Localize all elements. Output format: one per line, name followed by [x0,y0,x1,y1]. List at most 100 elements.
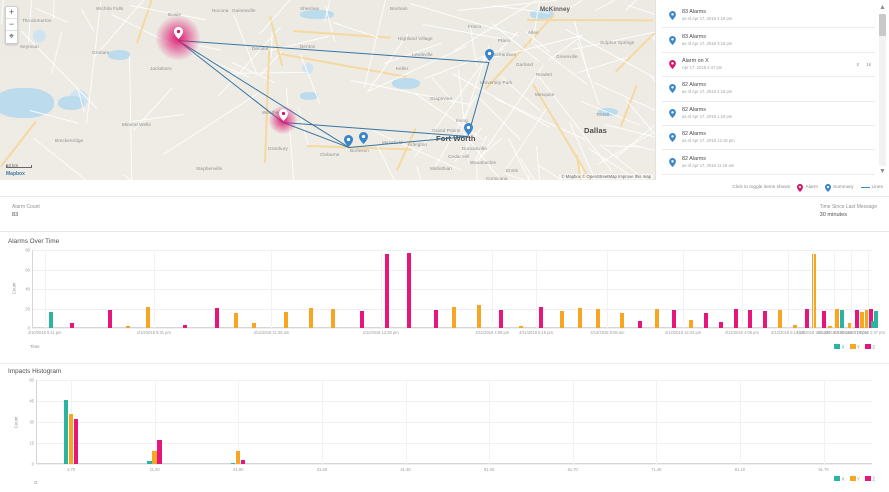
scroll-up-icon[interactable]: ▲ [879,4,886,11]
bar[interactable] [215,307,220,328]
alarms-over-time-legend[interactable]: X Y Z [834,344,875,350]
bar[interactable] [407,252,412,328]
bar[interactable] [688,320,693,328]
bar[interactable] [747,310,752,328]
bar[interactable] [777,310,782,328]
bar[interactable] [620,313,624,328]
bar[interactable] [835,309,840,328]
bar[interactable] [762,311,767,328]
bar[interactable] [235,451,241,464]
impacts-histogram-legend[interactable]: X Y Z [834,476,875,482]
bar[interactable] [63,399,68,464]
map-attribution[interactable]: © Mapbox © OpenStreetMap Improve this ma… [559,174,653,179]
impacts-histogram-plot[interactable]: 0 15 30 45 60 4.70 11.20 21.90 31.60 41.30 51.00 61… [29,378,872,472]
alarm-list[interactable]: 83 Alarms as of Apr 17, 2018 4:18 pm 83 Al… [662,4,875,176]
bar[interactable] [873,311,878,328]
alarm-list-item[interactable]: 82 Alarms as of Apr 17, 2018 11:18 am [662,150,875,175]
bar[interactable] [147,461,152,464]
legend-item-x[interactable]: X [834,344,845,350]
bar[interactable] [433,310,438,328]
map-legend[interactable]: Click to toggle items shown Alarm Summar… [732,181,883,194]
alarm-list-item[interactable]: 82 Alarms as of Apr 17, 2018 2:18 pm [662,77,875,102]
bar[interactable] [384,253,389,328]
map-pin-icon[interactable] [463,123,473,135]
bar[interactable] [848,323,853,328]
bar[interactable] [240,459,246,464]
alarm-list-scrollbar[interactable]: ▲ ▼ [878,4,887,176]
scroll-down-icon[interactable]: ▼ [879,168,886,175]
alarm-list-item[interactable]: Alarm on X Apr 17, 2018 2:47 pm X 16 [662,53,875,78]
map-canvas[interactable]: Throckmorton Graham Mineral Wells Breckenri… [0,0,655,180]
bar[interactable] [477,304,482,328]
bar[interactable] [871,321,876,328]
bar[interactable] [855,310,860,328]
legend-item-x[interactable]: X [834,476,845,482]
bar[interactable] [578,307,582,328]
legend-item-z[interactable]: Z [864,344,875,350]
bar[interactable] [252,323,257,328]
legend-item-lines[interactable]: Lines [860,185,883,190]
bar[interactable] [719,322,724,328]
bar[interactable] [152,451,157,464]
alarm-list-panel[interactable]: 83 Alarms as of Apr 17, 2018 4:18 pm 83 Al… [655,0,889,180]
alarm-list-item[interactable]: 83 Alarms as of Apr 17, 2018 4:18 pm [662,4,875,29]
map-place-label: Keller [396,66,409,71]
bar[interactable] [126,326,131,328]
legend-item-y[interactable]: Y [849,344,860,350]
map-pin-icon[interactable] [173,27,183,39]
bar[interactable] [146,306,151,328]
bar[interactable] [69,323,74,328]
bar[interactable] [452,306,456,328]
legend-item-z[interactable]: Z [864,476,875,482]
bar[interactable] [68,413,73,464]
x-axis-tick-label: 4/15/2018 7:19 pm [833,330,869,335]
alarms-over-time-plot[interactable]: 0 20 40 60 80 4/10/2018 5:11 pm 4/10/2018 6:31… [25,248,885,336]
bar[interactable] [183,325,188,328]
bar[interactable] [48,312,53,328]
bar[interactable] [840,310,845,328]
alarm-list-item[interactable]: 82 Alarms as of Apr 17, 2018 1:18 pm [662,102,875,126]
zoom-in-button[interactable]: + [6,7,17,19]
bar[interactable] [804,309,809,328]
bar[interactable] [860,312,865,328]
alarm-list-item[interactable]: 82 Alarms as of Apr 17, 2018 12:18 pm [662,126,875,151]
legend-item-y[interactable]: Y [849,476,860,482]
bar[interactable] [828,326,833,328]
map-pin-icon[interactable] [484,49,494,61]
bar[interactable] [596,309,601,328]
bar[interactable] [821,311,826,328]
bar[interactable] [559,311,564,328]
bar[interactable] [519,326,524,328]
map-pin-icon[interactable] [343,135,353,147]
bar[interactable] [233,313,238,328]
bar[interactable] [865,310,870,328]
bar[interactable] [107,310,112,328]
bar[interactable] [284,312,288,328]
bar[interactable] [655,308,660,328]
bar[interactable] [672,310,677,328]
bar[interactable] [793,325,798,328]
bar[interactable] [309,307,314,328]
alarm-list-item[interactable]: 83 Alarms as of Apr 17, 2018 3:18 pm [662,28,875,53]
bar[interactable] [734,309,739,328]
compass-icon[interactable]: ⌖ [8,31,15,41]
bar[interactable] [230,462,236,464]
bar[interactable] [73,419,78,464]
legend-item-alarm[interactable]: Alarm [797,183,818,192]
bar[interactable] [638,321,643,328]
map-zoom-controls[interactable]: + − ⌖ [5,6,18,44]
scrollbar-track[interactable] [879,14,886,166]
map-pin-icon[interactable] [278,109,288,121]
bar[interactable] [868,309,873,328]
bar[interactable] [359,311,364,328]
zoom-out-button[interactable]: − [6,19,17,31]
bar[interactable] [704,313,708,328]
bar[interactable] [539,306,544,328]
bar[interactable] [499,310,504,328]
bar[interactable] [331,309,336,328]
map-pin-icon[interactable] [358,132,368,144]
legend-item-summary[interactable]: Summary [825,183,854,192]
bar[interactable] [157,440,162,464]
scrollbar-thumb[interactable] [879,14,886,36]
mapbox-logo[interactable]: Mapbox [6,171,25,177]
